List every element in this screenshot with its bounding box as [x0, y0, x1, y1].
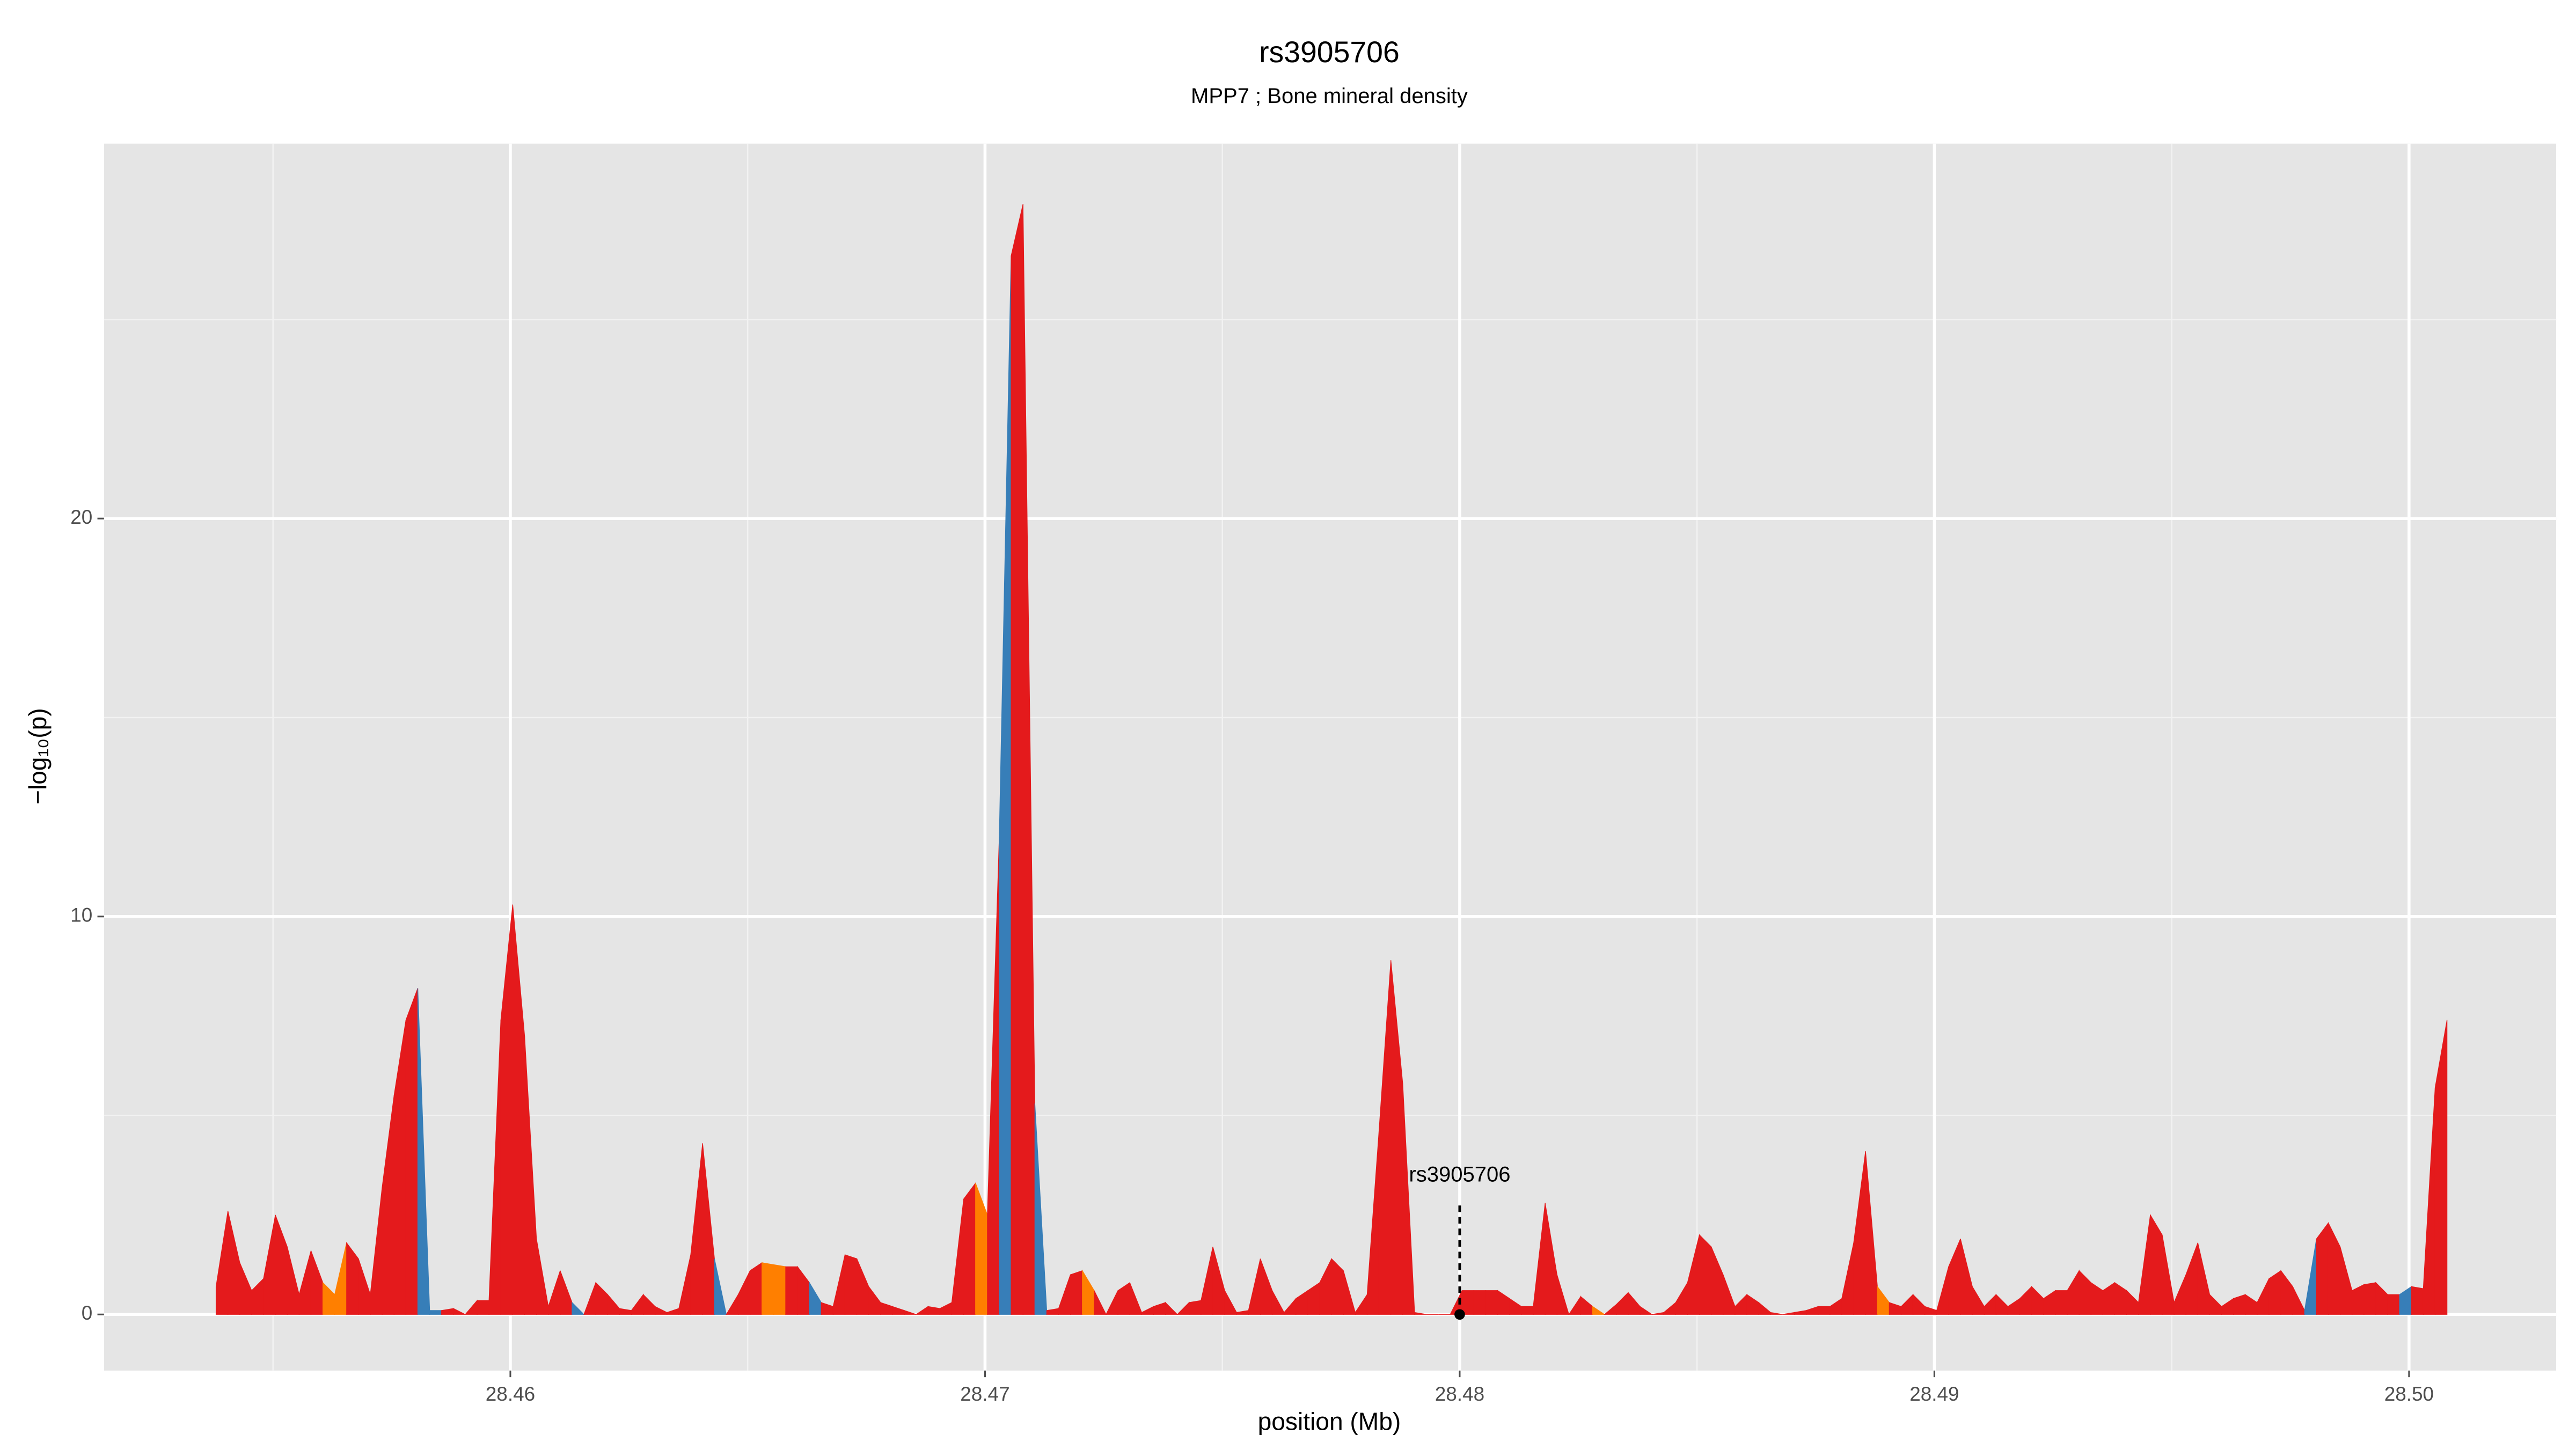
area-segment [1818, 1306, 1831, 1315]
chart-title: rs3905706 [1259, 35, 1400, 69]
x-axis-label: position (Mb) [1258, 1407, 1401, 1435]
y-tick-label: 20 [70, 506, 92, 528]
area-segment [2411, 1286, 2424, 1315]
area-segment [1640, 1306, 1653, 1315]
area-segment [1165, 1301, 1179, 1315]
annotation-label: rs3905706 [1409, 1162, 1510, 1186]
axes: 28.46 28.47 28.48 28.49 28.50 0 10 20 [70, 506, 2434, 1405]
x-tick-label: 28.50 [2384, 1383, 2434, 1405]
annotation-point [1454, 1309, 1465, 1320]
area-segment [762, 1262, 774, 1315]
x-tick-label: 28.46 [486, 1383, 535, 1405]
area-segment [1592, 1306, 1606, 1315]
panel-background [104, 143, 2557, 1371]
chart-subtitle: MPP7 ; Bone mineral density [1191, 84, 1468, 108]
area-segment [1521, 1306, 1534, 1315]
area-segment [1556, 1274, 1570, 1315]
area-segment [963, 1182, 976, 1315]
area-segment [1473, 1290, 1487, 1315]
area-marks: rs3905706 [215, 204, 2448, 1320]
y-axis-label: −log₁₀(p) [24, 708, 52, 804]
area-segment [785, 1266, 798, 1315]
area-segment [1699, 1234, 1712, 1315]
area-segment [2268, 1270, 2281, 1315]
x-tick-label: 28.49 [1909, 1383, 1959, 1405]
area-segment [477, 1300, 489, 1315]
area-segment [1770, 1312, 1783, 1315]
area-segment [2055, 1290, 2068, 1315]
area-segment [1189, 1300, 1202, 1315]
area-segment [2316, 1221, 2329, 1315]
area-segment [904, 1310, 917, 1315]
area-segment [572, 1301, 585, 1315]
area-segment [844, 1254, 858, 1315]
area-segment [2387, 1294, 2400, 1315]
area-segment [750, 1262, 763, 1315]
area-segment [405, 988, 419, 1315]
area-segment [1414, 1312, 1427, 1315]
area-segment [1485, 1290, 1498, 1315]
area-segment [2434, 1020, 2448, 1315]
area-segment [453, 1308, 466, 1315]
area-segment [714, 1258, 727, 1315]
area-segment [1070, 1270, 1083, 1315]
area-segment [1094, 1290, 1107, 1315]
x-tick-label: 28.48 [1435, 1383, 1484, 1405]
x-tick-label: 28.47 [960, 1383, 1009, 1405]
area-segment [1461, 1290, 1475, 1315]
area-segment [2363, 1282, 2376, 1315]
area-segment [1011, 204, 1023, 1315]
y-tick-label: 0 [82, 1302, 93, 1324]
y-tick-label: 10 [70, 904, 92, 926]
area-segment [429, 1310, 442, 1315]
area-segment [773, 1264, 786, 1315]
